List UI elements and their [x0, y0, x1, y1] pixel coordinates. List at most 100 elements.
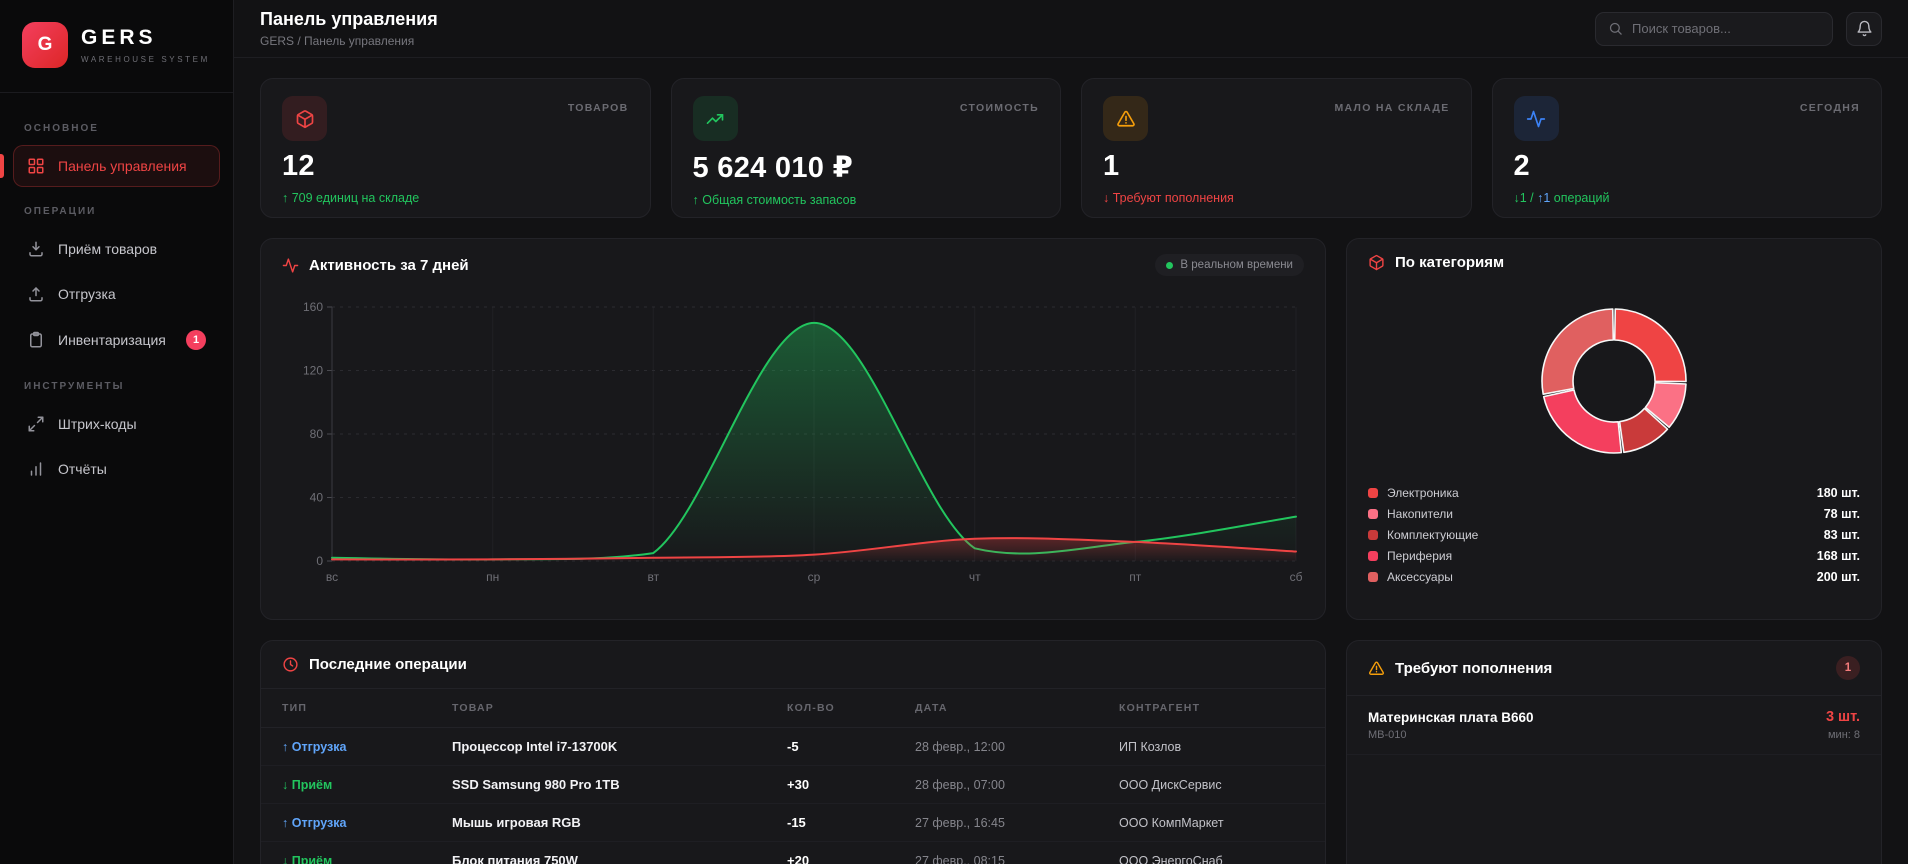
brand[interactable]: G GERS WAREHOUSE SYSTEM [0, 0, 233, 93]
sidebar-item[interactable]: Приём товаров [13, 228, 220, 270]
operations-table-body: ↑ Отгрузка Процессор Intel i7-13700K -5 28 … [261, 728, 1325, 864]
stat-card-top: СТОИМОСТЬ [692, 96, 1040, 141]
ops-column-header: ДАТА [915, 702, 948, 714]
ops-table-row: ↓ Приём SSD Samsung 980 Pro 1TB +30 28 февр… [261, 766, 1325, 804]
svg-text:40: 40 [310, 491, 324, 505]
brand-logo: G [22, 22, 68, 68]
stat-card-top: МАЛО НА СКЛАДЕ [1103, 96, 1450, 141]
stat-card-top: ТОВАРОВ [282, 96, 629, 141]
stat-subtitle: ↓ Требуют пополнения [1103, 191, 1234, 205]
stat-card: МАЛО НА СКЛАДЕ 1 ↓ Требуют пополнения [1081, 78, 1472, 218]
nav-section-label: ИНСТРУМЕНТЫ [24, 381, 125, 392]
warning-icon [1368, 660, 1385, 677]
sidebar-item[interactable]: Инвентаризация 1 [13, 318, 220, 362]
warning-icon [1103, 96, 1148, 141]
ops-party: ООО ЭнергоСнаб [1119, 853, 1223, 864]
ops-qty: -15 [787, 815, 806, 830]
sidebar-item[interactable]: Штрих-коды [13, 403, 220, 445]
stat-value: 12 [282, 150, 315, 182]
sidebar-item[interactable]: Отчёты [13, 448, 220, 490]
stat-value: 1 [1103, 150, 1120, 182]
ops-qty: +20 [787, 853, 810, 864]
activity-chart-wrap: вс пн вт ср чт пт сб 0 40 80 120 160 [261, 291, 1325, 603]
stat-value: 2 [1513, 150, 1530, 182]
categories-title-wrap: По категориям [1368, 254, 1504, 271]
legend-label: Накопители [1387, 506, 1453, 521]
svg-text:120: 120 [303, 364, 323, 378]
svg-text:чт: чт [969, 570, 981, 584]
svg-text:вт: вт [647, 570, 659, 584]
activity-title-wrap: Активность за 7 дней [282, 257, 469, 274]
package-icon [282, 96, 327, 141]
svg-text:пн: пн [486, 570, 499, 584]
ops-qty: -5 [787, 739, 799, 754]
svg-text:вс: вс [326, 570, 338, 584]
mid-row: Активность за 7 дней В реальном времени … [260, 238, 1882, 620]
ops-column-header: КОЛ-ВО [787, 702, 835, 714]
ops-type: ↓ Приём [282, 853, 333, 864]
content: ТОВАРОВ 12 ↑ 709 единиц на складе СТОИМОСТЬ… [234, 58, 1908, 864]
clock-icon [282, 656, 299, 673]
ops-product: SSD Samsung 980 Pro 1TB [452, 777, 620, 792]
ops-column-header: ТОВАР [452, 702, 494, 714]
ops-type: ↑ Отгрузка [282, 815, 347, 830]
activity-title: Активность за 7 дней [309, 256, 469, 274]
svg-text:0: 0 [316, 554, 323, 568]
trending-up-icon [692, 96, 738, 141]
operations-title-wrap: Последние операции [282, 656, 467, 673]
sidebar-item[interactable]: Отгрузка [13, 273, 220, 315]
legend-label: Периферия [1387, 548, 1453, 563]
restock-item-right: 3 шт. мин: 8 [1826, 709, 1860, 741]
legend-swatch-icon [1368, 550, 1378, 561]
dashboard-grid-icon [27, 157, 45, 175]
legend-label-wrap: Периферия [1368, 549, 1452, 563]
bottom-row: Последние операции ТИП ТОВАР КОЛ-ВО ДАТА КОН… [260, 640, 1882, 864]
sidebar-item-badge: 1 [186, 330, 206, 350]
legend-item: Аксессуары 200 шт. [1368, 566, 1860, 587]
ops-party: ООО КомпМаркет [1119, 815, 1224, 830]
sidebar-item-label: Инвентаризация [58, 332, 166, 348]
ops-date: 28 февр., 12:00 [915, 739, 1005, 754]
activity-card: Активность за 7 дней В реальном времени … [260, 238, 1326, 620]
restock-item-qty: 3 шт. [1825, 709, 1860, 725]
live-dot-icon [1166, 261, 1174, 269]
legend-label: Комплектующие [1387, 527, 1479, 542]
stat-label: МАЛО НА СКЛАДЕ [1334, 102, 1450, 114]
sidebar-item-label: Отгрузка [58, 286, 116, 302]
search-input[interactable] [1632, 21, 1820, 36]
operations-card-header: Последние операции [261, 641, 1325, 688]
legend-swatch-icon [1368, 571, 1378, 582]
brand-text: GERS WAREHOUSE SYSTEM [81, 26, 210, 64]
restock-title: Требуют пополнения [1395, 659, 1553, 677]
ops-column-header: КОНТРАГЕНТ [1119, 702, 1201, 714]
live-badge: В реальном времени [1155, 254, 1304, 276]
package-icon [1368, 254, 1385, 271]
categories-title: По категориям [1395, 254, 1505, 271]
ops-table-row: ↓ Приём Блок питания 750W +20 27 февр., 08:… [261, 842, 1325, 864]
live-label: В реальном времени [1180, 259, 1293, 271]
stat-card: СЕГОДНЯ 2 ↓1 / ↑1 операций [1491, 78, 1882, 218]
ops-product: Процессор Intel i7-13700K [452, 739, 618, 754]
legend-value: 168 шт. [1816, 548, 1860, 563]
expand-icon [27, 415, 45, 433]
ops-type: ↓ Приём [282, 777, 333, 792]
ops-type: ↑ Отгрузка [282, 739, 347, 754]
bar-chart-icon [27, 460, 45, 478]
restock-item-code: MB-010 [1368, 728, 1407, 741]
ops-column-header: ТИП [282, 702, 308, 714]
svg-text:сб: сб [1290, 570, 1303, 584]
ops-table-row: ↑ Отгрузка Процессор Intel i7-13700K -5 28 … [261, 728, 1325, 766]
legend-swatch-icon [1368, 508, 1378, 519]
sidebar-item[interactable]: Панель управления [0, 145, 220, 187]
restock-item-name: Материнская плата B660 [1368, 709, 1534, 725]
restock-list: Материнская плата B660 MB-010 3 шт. мин: 8 [1347, 695, 1881, 755]
main-area: Панель управления GERS / Панель управлен… [234, 0, 1908, 864]
ops-date: 28 февр., 07:00 [915, 777, 1005, 792]
search-box[interactable] [1595, 11, 1833, 46]
donut-legend: Электроника 180 шт. Накопители 78 шт. Компле… [1347, 470, 1881, 587]
download-icon [27, 240, 45, 258]
notifications-button[interactable] [1846, 11, 1882, 46]
stat-card: СТОИМОСТЬ 5 624 010 ₽ ↑ Общая стоимость за… [670, 78, 1061, 218]
brand-name: GERS [81, 26, 157, 49]
